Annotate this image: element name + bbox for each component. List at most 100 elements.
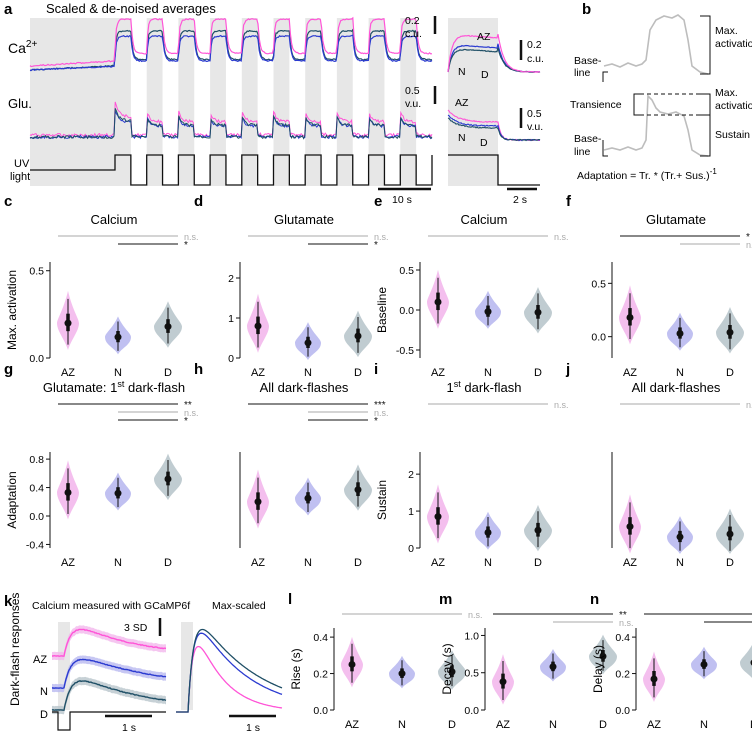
- median-dot: [254, 322, 262, 330]
- schematic-trace-top: [603, 14, 709, 75]
- stat-label: n.s.: [468, 610, 483, 620]
- y-tick-label: 2: [228, 273, 234, 285]
- title-tail: dark-flash: [124, 380, 185, 395]
- median-dot: [304, 494, 312, 502]
- y-tick-label: 0: [228, 353, 234, 365]
- median-dot: [434, 298, 442, 306]
- y-axis-label: Max. activation: [5, 270, 19, 350]
- category-label: D: [354, 557, 362, 569]
- panel-b-letter: b: [582, 1, 591, 18]
- k-scaled-d: [176, 628, 283, 713]
- category-label: N: [549, 719, 557, 731]
- panel-j: j All dark-flashes n.s. AZ N D: [565, 361, 752, 569]
- category-label: AZ: [431, 557, 445, 569]
- category-label: AZ: [496, 719, 510, 731]
- category-label: N: [484, 367, 492, 379]
- category-label: AZ: [251, 557, 265, 569]
- category-label: D: [726, 557, 734, 569]
- max-activation-label-2: activation: [715, 38, 752, 50]
- y-tick-label: 0.8: [29, 454, 44, 466]
- median-dot: [164, 323, 172, 331]
- stat-label: *: [184, 416, 188, 427]
- uv-stimulus-trace-zoom: [448, 154, 540, 186]
- median-dot: [499, 678, 507, 686]
- y-tick-label: 0.0: [615, 705, 630, 717]
- y-tick-label: 2: [408, 469, 414, 481]
- y-tick-label: -0.5: [396, 345, 414, 357]
- panel-k-title2: Max-scaled: [212, 600, 266, 612]
- y-tick-label: 0.5: [29, 266, 44, 278]
- y-tick-label: 0.2: [313, 669, 328, 681]
- dark-flash-shade: [305, 18, 322, 186]
- stat-label: n.s.: [554, 232, 569, 242]
- title-sup: st: [454, 379, 462, 389]
- time-scale-label: 10 s: [392, 194, 412, 206]
- glu-scale-value: 0.5: [405, 85, 420, 97]
- k-trace-az: [52, 628, 167, 658]
- panel-l: l n.s. 0.4 0.2 0.0 Rise (s) AZ N D: [288, 591, 483, 731]
- median-dot: [484, 308, 492, 316]
- median-dot: [448, 668, 456, 676]
- panel-e: e Calcium n.s. 0.5 0.0 -0.5 Baseline AZ N D: [374, 193, 569, 379]
- panel-g: g Glutamate: 1st dark-flash **n.s.* 0.8 0.4 0…: [4, 361, 199, 569]
- stat-label: **: [184, 400, 192, 411]
- panel-d-title: Glutamate: [274, 212, 334, 227]
- median-dot: [534, 526, 542, 534]
- median-dot: [726, 328, 734, 336]
- median-dot: [354, 486, 362, 494]
- median-dot: [398, 670, 406, 678]
- median-dot: [434, 513, 442, 521]
- panel-c: c Calcium n.s.* 0.5 0.0 Max. activation AZ N D: [4, 193, 199, 379]
- dark-flash-shade: [210, 18, 226, 186]
- y-tick-label: 0: [408, 543, 414, 555]
- panel-a: a Scaled & de-noised averages Ca2+ Glu. …: [4, 1, 544, 206]
- title-sup: st: [117, 379, 125, 389]
- stat-label: ***: [374, 400, 386, 411]
- median-dot: [549, 663, 557, 671]
- title-tail: dark-flash: [461, 380, 522, 395]
- k-label-n: N: [40, 686, 48, 698]
- pre-stim-shade: [30, 18, 115, 186]
- category-label: N: [114, 367, 122, 379]
- panel-a-letter: a: [4, 1, 13, 18]
- median-dot: [650, 675, 658, 683]
- category-label: AZ: [647, 719, 661, 731]
- baseline-bracket-top: [602, 71, 608, 82]
- dark-flash-shade: [368, 18, 385, 186]
- dark-flash-shade: [115, 18, 131, 186]
- median-dot: [676, 533, 684, 541]
- category-label: D: [164, 367, 172, 379]
- panel-k: k Calcium measured with GCaMP6f Max-scal…: [4, 593, 283, 734]
- ca-trace-az: [29, 16, 433, 68]
- glu-scale-unit: v.u.: [405, 98, 421, 110]
- zoom-glu-d: [447, 117, 541, 142]
- y-axis-label: Decay (s): [440, 643, 454, 694]
- stat-label: n.s.: [374, 408, 389, 418]
- y-tick-label: 0.0: [313, 705, 328, 717]
- panel-c-letter: c: [4, 193, 12, 210]
- panel-h: h All dark-flashes ***n.s.* AZ N D: [194, 361, 389, 569]
- panel-k-traces: [51, 625, 283, 715]
- ca-scale-value: 0.2: [405, 15, 420, 27]
- panel-g-title: Glutamate: 1st dark-flash: [43, 379, 185, 395]
- schematic-trace-bottom: [603, 94, 709, 157]
- baseline-label-2-bottom: line: [574, 146, 591, 158]
- panel-j-letter: j: [565, 361, 570, 378]
- y-axis-label: Baseline: [375, 287, 389, 333]
- stat-label: n.s.: [554, 400, 569, 410]
- baseline-label-1-top: Base-: [574, 55, 602, 67]
- ca-trace-d: [29, 28, 433, 72]
- dark-flash-shade: [336, 18, 353, 186]
- baseline-label-1-bottom: Base-: [574, 133, 602, 145]
- zoom-ca-label-az: AZ: [477, 31, 491, 43]
- median-dot: [254, 498, 262, 506]
- panel-i-letter: i: [374, 361, 378, 378]
- category-label: AZ: [623, 367, 637, 379]
- ca-zoom-scale-value: 0.2: [527, 39, 542, 51]
- zoom-ca-label-d: D: [481, 69, 489, 81]
- panel-a-title: Scaled & de-noised averages: [46, 1, 216, 16]
- median-dot: [676, 329, 684, 337]
